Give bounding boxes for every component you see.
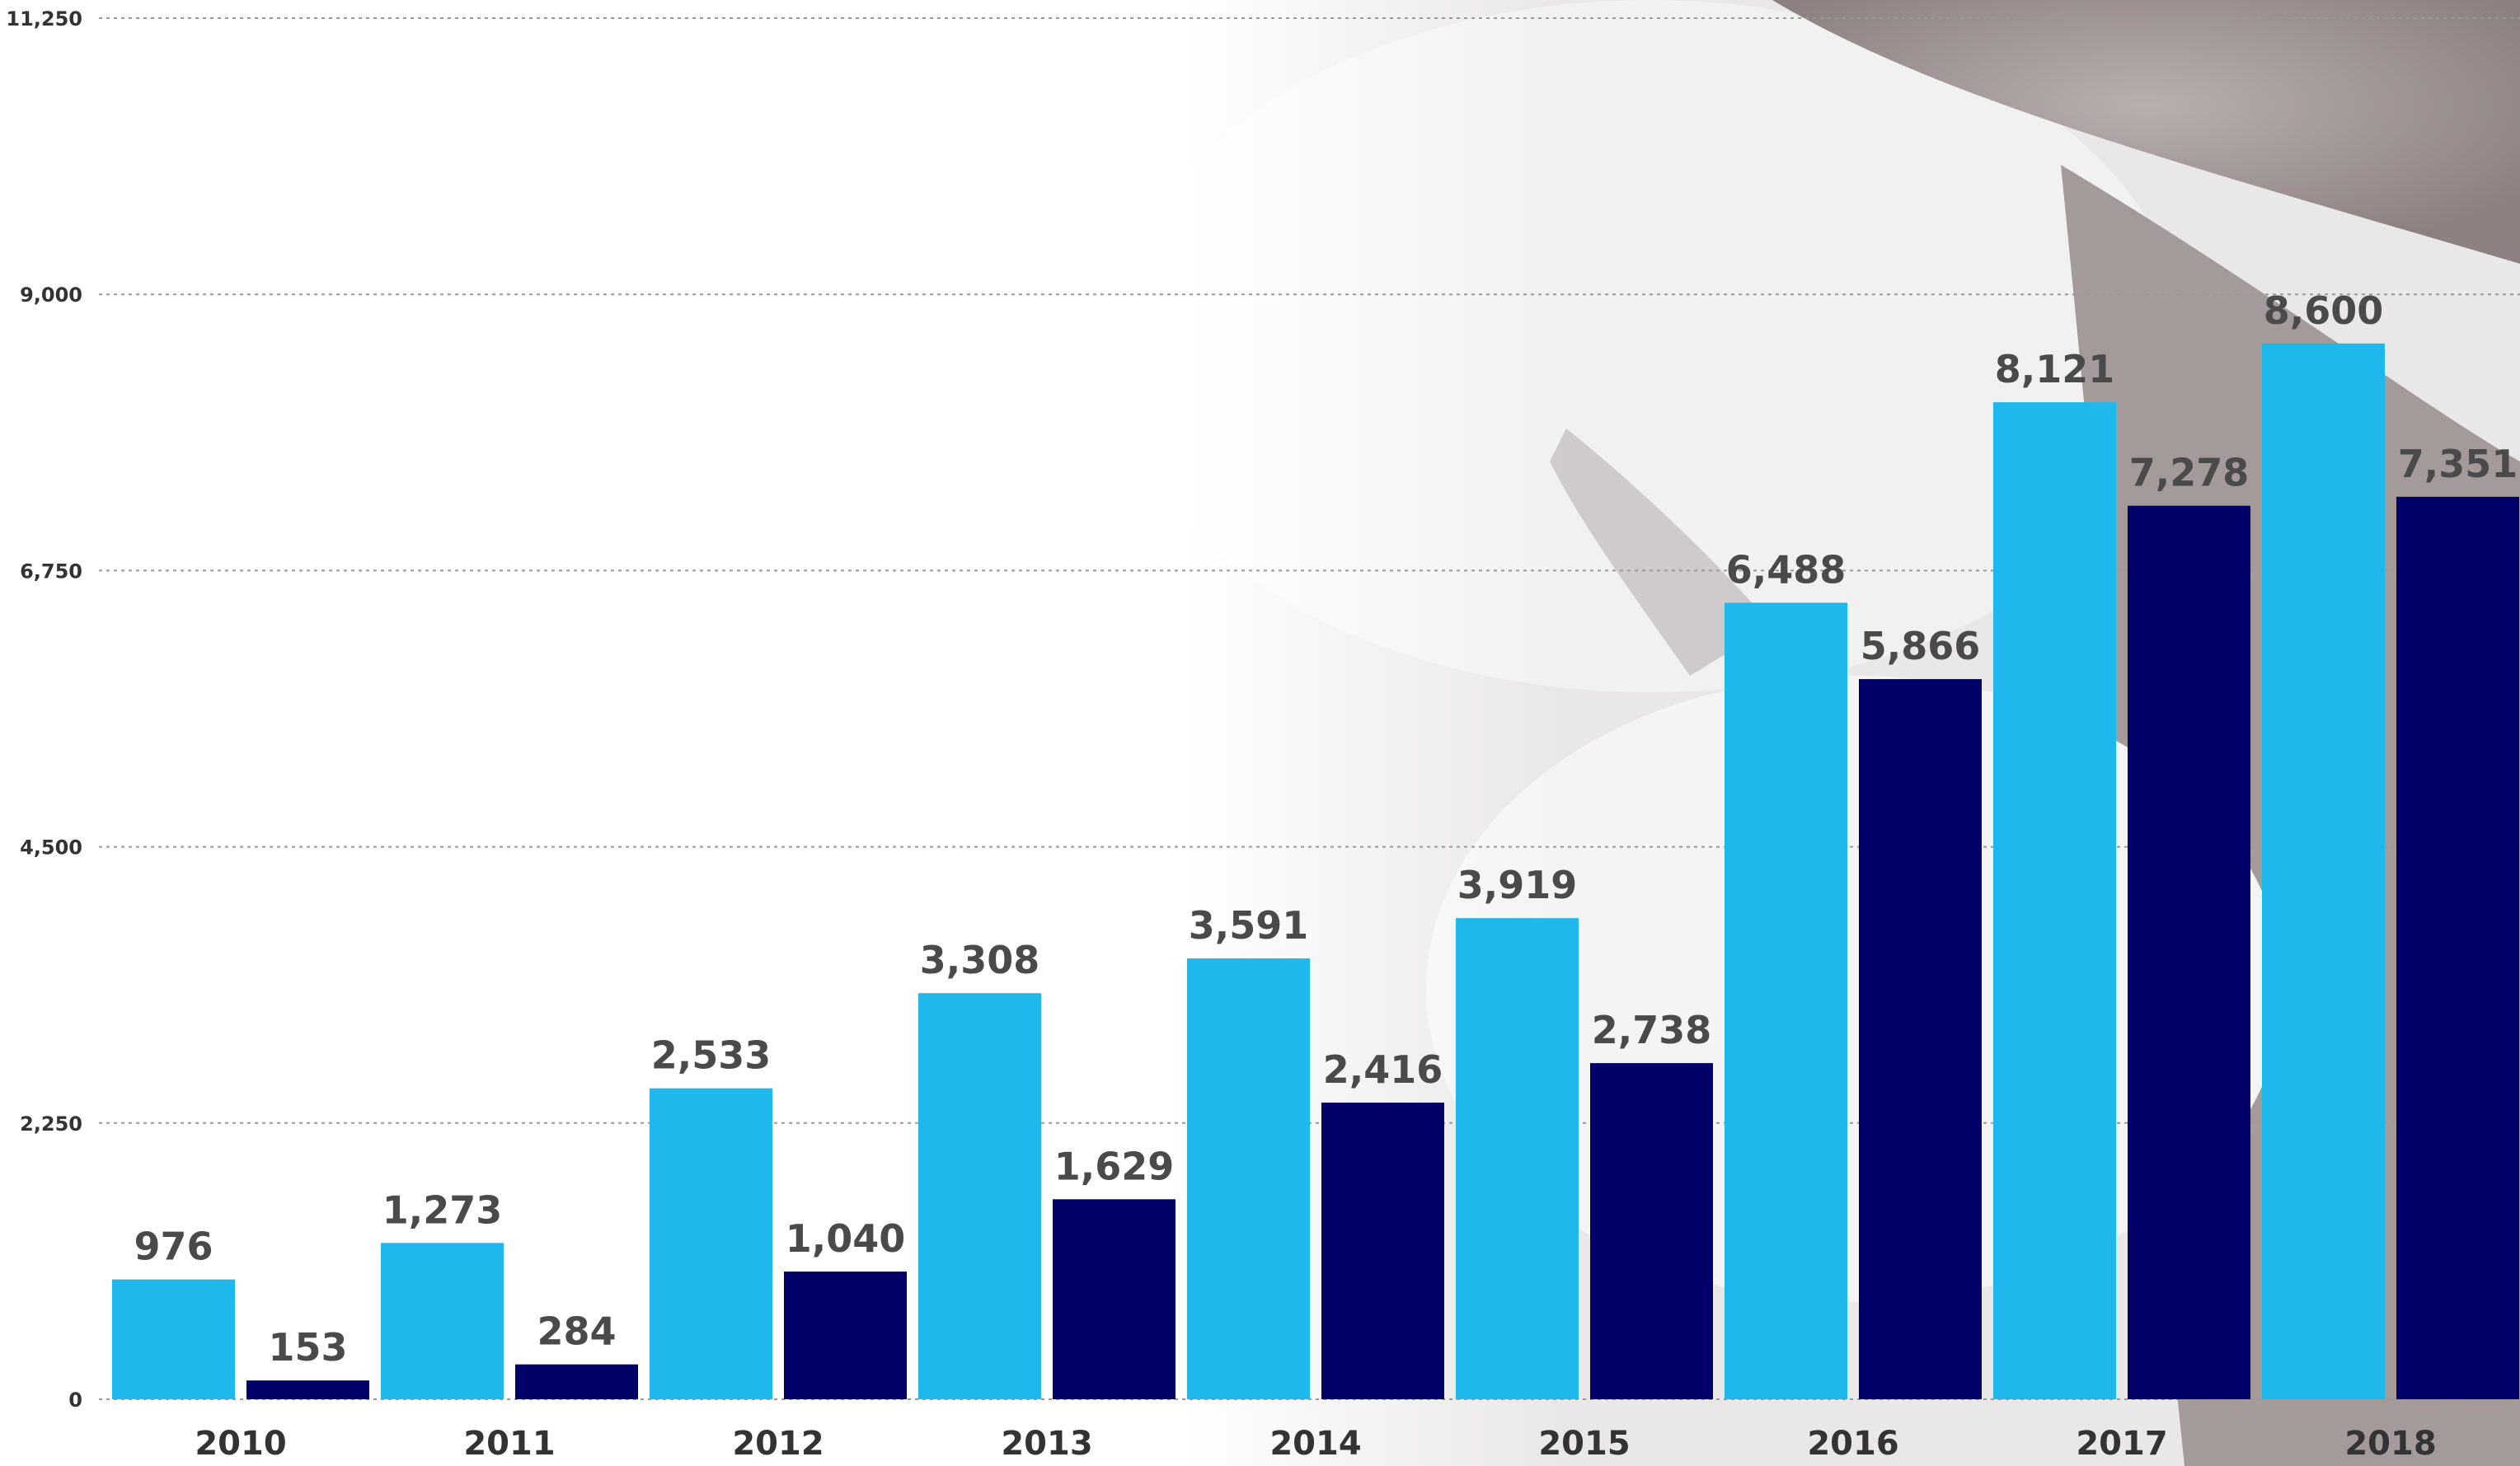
bar-series-2 xyxy=(515,1364,638,1399)
data-label-series-1: 976 xyxy=(134,1225,213,1269)
data-labels: 976 153 1,273 284 2,533 1,040 3,308 1,629 3,591 2… xyxy=(134,288,2518,1370)
bars xyxy=(112,343,2519,1399)
bar-series-2 xyxy=(784,1272,907,1399)
x-category-label: 2011 xyxy=(463,1425,555,1463)
data-label-series-1: 6,488 xyxy=(1726,547,1847,592)
data-label-series-1: 8,121 xyxy=(1995,347,2115,391)
y-tick-label: 4,500 xyxy=(20,836,82,859)
bar-series-2 xyxy=(246,1380,369,1399)
bar-series-2 xyxy=(1321,1103,1444,1399)
y-tick-label: 11,250 xyxy=(6,7,82,30)
data-label-series-2: 7,351 xyxy=(2398,442,2518,486)
bar-series-2 xyxy=(1053,1199,1176,1399)
data-label-series-1: 1,273 xyxy=(382,1187,503,1232)
bar-series-1 xyxy=(918,993,1041,1399)
bar-series-2 xyxy=(1859,679,1982,1399)
x-category-label: 2014 xyxy=(1269,1425,1361,1463)
bar-series-2 xyxy=(2128,505,2250,1399)
y-axis-tick-labels: 0 2,250 4,500 6,750 9,000 11,250 xyxy=(6,7,82,1412)
y-tick-label: 2,250 xyxy=(20,1112,82,1136)
bar-series-1 xyxy=(1993,402,2116,1399)
bar-series-2 xyxy=(2396,496,2519,1399)
x-category-label: 2012 xyxy=(732,1425,824,1463)
x-category-label: 2010 xyxy=(195,1425,286,1463)
data-label-series-2: 1,629 xyxy=(1054,1144,1175,1188)
data-label-series-1: 2,533 xyxy=(651,1033,772,1078)
bar-series-2 xyxy=(1590,1063,1713,1399)
data-label-series-1: 3,308 xyxy=(920,938,1040,982)
data-label-series-2: 5,866 xyxy=(1861,624,1981,668)
data-label-series-2: 1,040 xyxy=(786,1216,906,1261)
y-tick-label: 9,000 xyxy=(20,283,82,307)
x-category-label: 2016 xyxy=(1807,1425,1898,1463)
data-label-series-2: 153 xyxy=(268,1325,347,1370)
data-label-series-2: 284 xyxy=(537,1309,616,1354)
x-category-label: 2013 xyxy=(1001,1425,1092,1463)
x-axis-category-labels: 2010 2011 2012 2013 2014 2015 2016 2017 2018 xyxy=(195,1425,2436,1463)
x-category-label: 2015 xyxy=(1538,1425,1630,1463)
bar-series-1 xyxy=(650,1088,772,1399)
data-label-series-2: 2,738 xyxy=(1592,1008,1712,1052)
data-label-series-2: 7,278 xyxy=(2129,451,2250,495)
bar-series-1 xyxy=(1187,958,1310,1399)
bar-series-1 xyxy=(1725,602,1847,1399)
data-label-series-1: 3,591 xyxy=(1189,903,1309,948)
data-label-series-2: 2,416 xyxy=(1323,1047,1443,1092)
data-label-series-1: 8,600 xyxy=(2264,288,2384,333)
bar-series-1 xyxy=(112,1279,235,1399)
x-category-label: 2017 xyxy=(2076,1425,2167,1463)
bar-series-1 xyxy=(381,1243,504,1399)
y-tick-label: 0 xyxy=(68,1389,82,1412)
x-category-label: 2018 xyxy=(2344,1425,2436,1463)
y-tick-label: 6,750 xyxy=(20,560,82,583)
data-label-series-1: 3,919 xyxy=(1457,863,1578,907)
bar-series-1 xyxy=(1456,918,1579,1399)
bar-series-1 xyxy=(2262,343,2385,1399)
